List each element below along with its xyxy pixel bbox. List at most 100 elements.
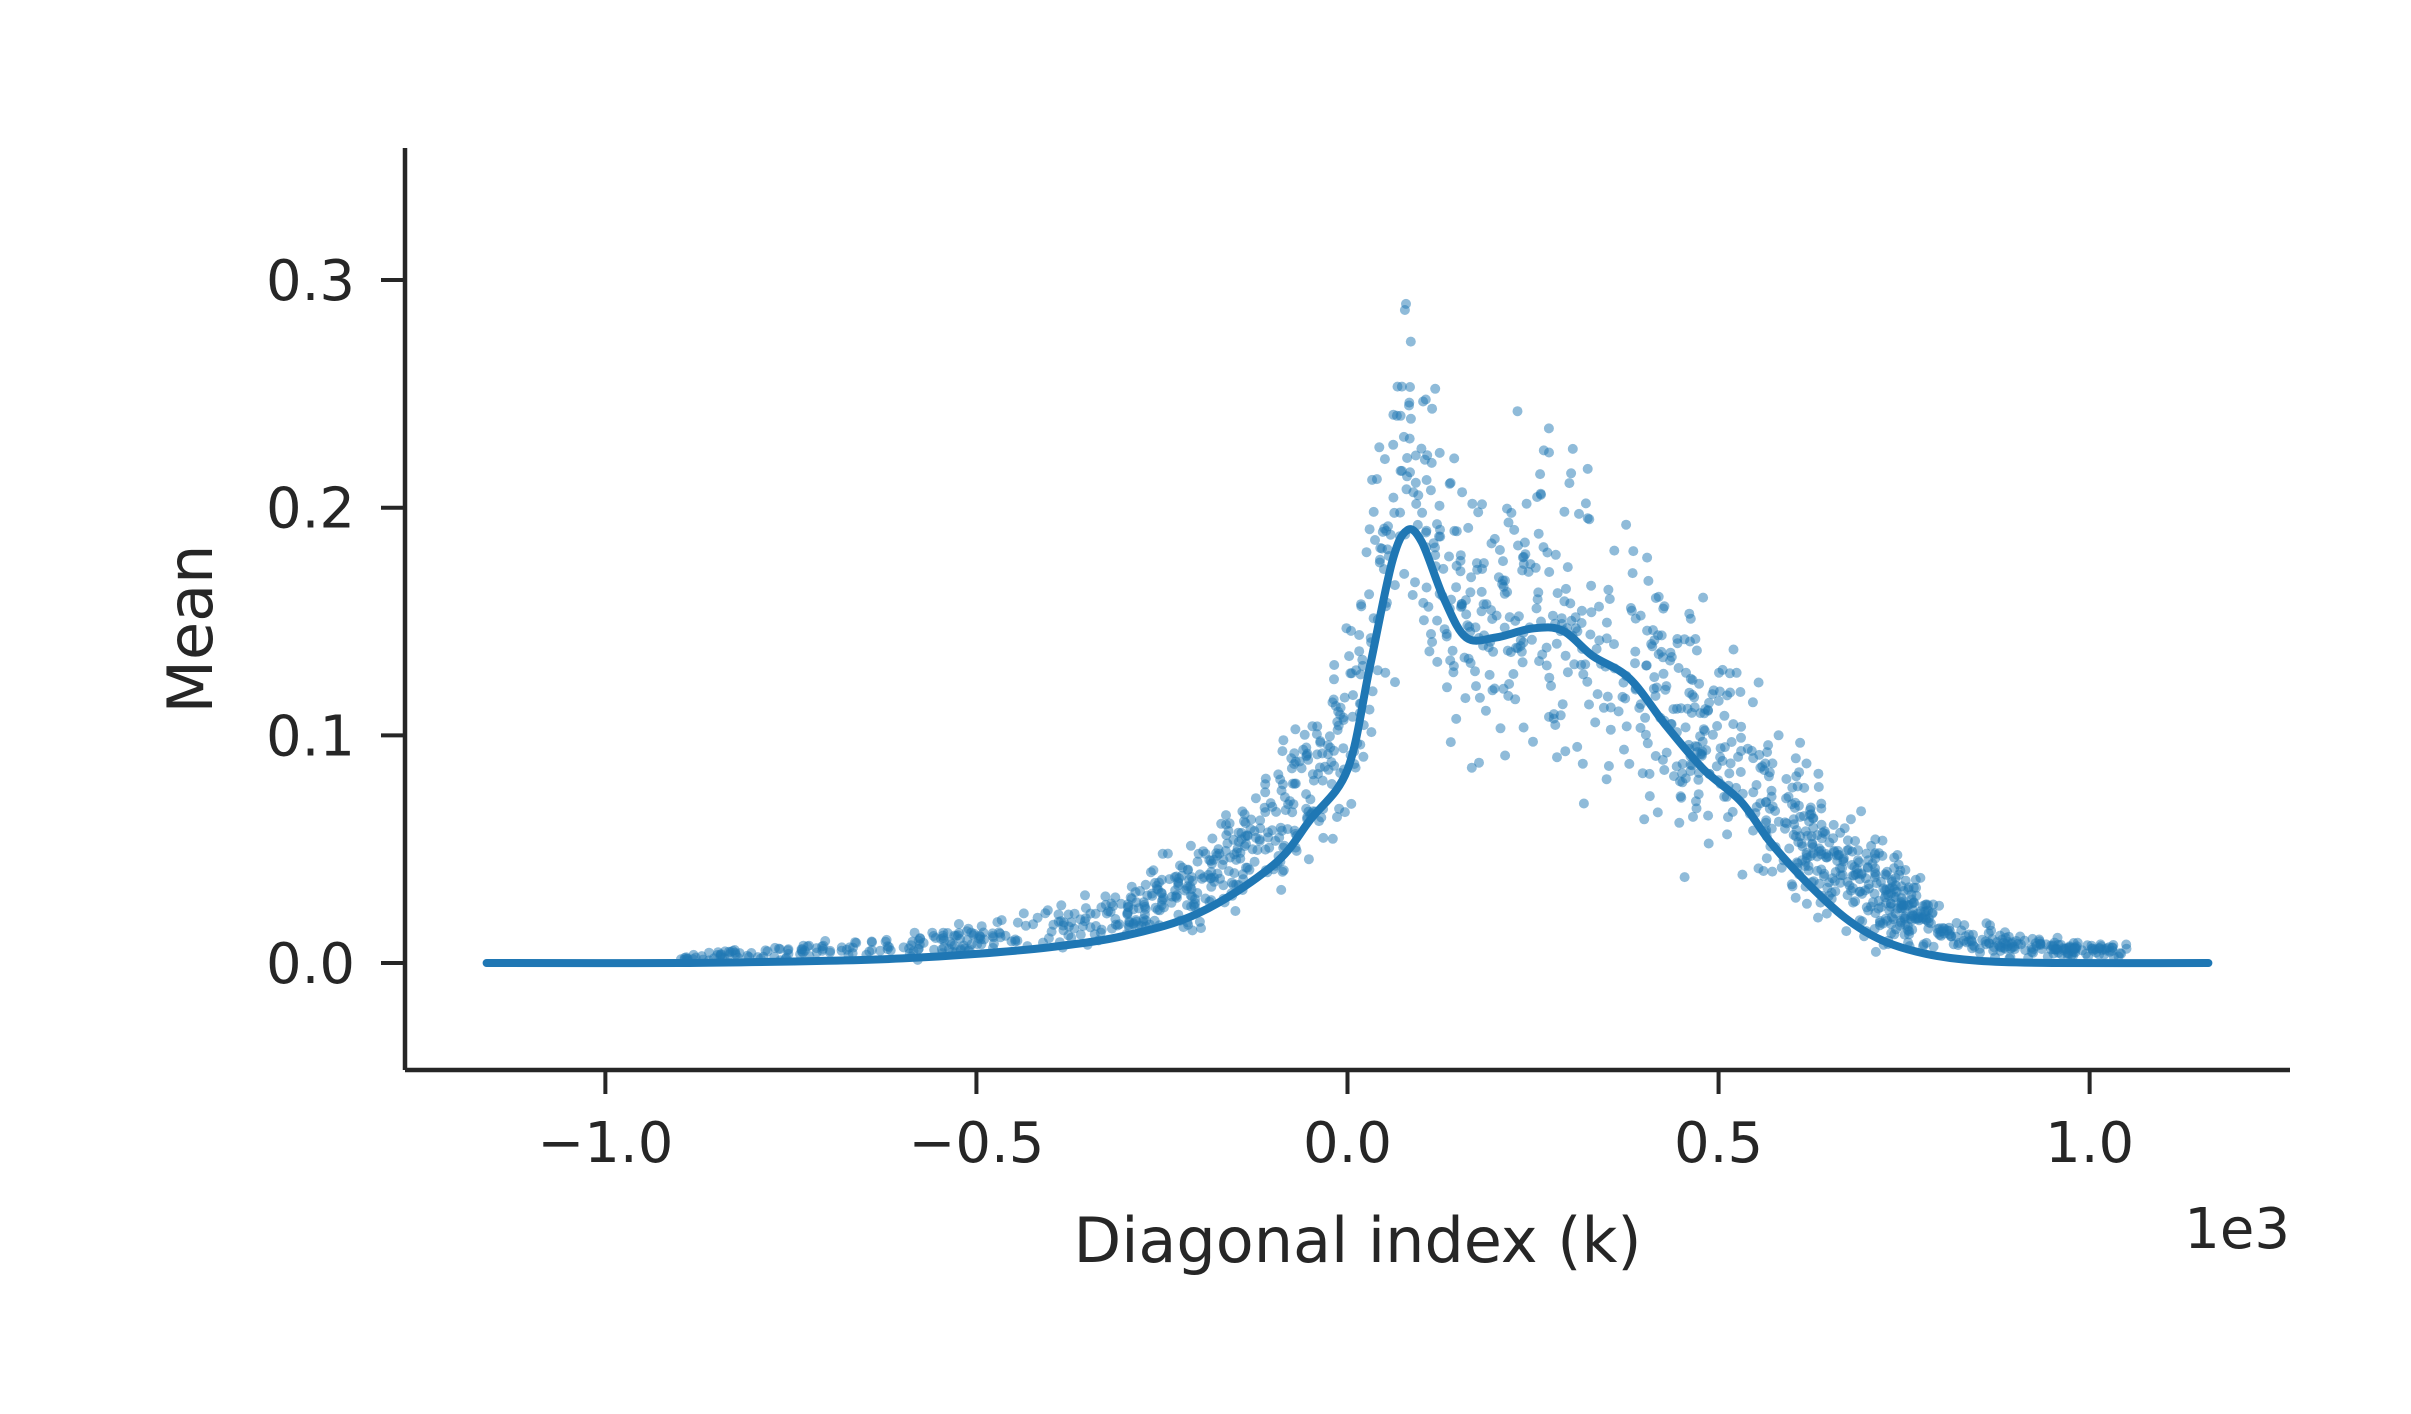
scatter-point — [1069, 908, 1080, 919]
scatter-point — [1659, 765, 1670, 775]
scatter-point — [1432, 615, 1443, 626]
scatter-point — [1874, 920, 1885, 931]
scatter-point — [1247, 844, 1258, 855]
scatter-point — [1867, 858, 1878, 869]
scatter-point — [1260, 779, 1271, 790]
scatter-point — [1538, 542, 1549, 553]
scatter-point — [1892, 850, 1903, 860]
scatter-point — [1641, 660, 1652, 671]
scatter-point — [1725, 687, 1736, 698]
scatter-point — [1439, 624, 1450, 635]
scatter-point — [1364, 589, 1375, 600]
trend-line-layer — [482, 525, 2213, 968]
scatter-point — [1270, 835, 1281, 846]
scatter-point — [1486, 538, 1497, 549]
scatter-point — [1790, 753, 1801, 764]
scatter-point — [1722, 829, 1733, 840]
scatter-point — [1358, 751, 1369, 762]
scatter-point — [1075, 929, 1086, 940]
scatter-point — [1552, 588, 1563, 599]
scatter-point — [1152, 904, 1163, 915]
scatter-point — [1332, 812, 1342, 822]
scatter-point — [1640, 729, 1651, 740]
scatter-point — [1981, 918, 1992, 929]
scatter-point — [1693, 789, 1704, 800]
scatter-point — [1672, 638, 1683, 649]
x-tick-label: 0.0 — [1303, 1111, 1392, 1176]
scatter-point — [1223, 826, 1234, 836]
scatter-point — [1273, 769, 1284, 780]
scatter-point — [1480, 705, 1491, 716]
scatter-point — [1550, 549, 1561, 560]
scatter-point — [1854, 857, 1864, 868]
scatter-point — [836, 945, 847, 956]
scatter-point — [1498, 581, 1509, 592]
scatter-point — [1477, 499, 1487, 510]
scatter-point — [2015, 931, 2026, 942]
scatter-point — [1828, 819, 1839, 830]
scatter-point — [1434, 447, 1445, 458]
scatter-point — [1327, 833, 1338, 844]
scatter-point — [2116, 948, 2127, 959]
scatter-point — [1467, 498, 1478, 509]
scatter-point — [1498, 556, 1508, 567]
scatter-point — [1471, 681, 1481, 692]
scatter-point — [1205, 855, 1216, 866]
scatter-point — [1395, 507, 1406, 518]
scatter-point — [1277, 746, 1288, 757]
scatter-point — [1366, 727, 1377, 738]
y-axis-ticks: 0.0 0.1 0.2 0.3 — [266, 249, 405, 997]
scatter-point — [1576, 605, 1587, 616]
scatter-point — [1643, 575, 1654, 586]
scatter-point — [1725, 758, 1736, 769]
scatter-point — [1135, 886, 1145, 896]
scatter-point — [1528, 736, 1538, 747]
scatter-point — [1717, 664, 1728, 675]
scatter-point — [1058, 925, 1069, 936]
scatter-point — [1416, 443, 1427, 454]
scatter-point — [1821, 852, 1832, 863]
scatter-point — [1430, 542, 1440, 553]
scatter-point — [1813, 846, 1824, 857]
scatter-point — [1521, 498, 1532, 509]
scatter-point — [1289, 748, 1300, 759]
scatter-point — [1438, 563, 1449, 574]
scatter-point — [1018, 908, 1029, 919]
scatter-point — [1012, 935, 1023, 946]
scatter-point — [1364, 524, 1375, 535]
scatter-point — [1474, 692, 1485, 703]
scatter-point — [1679, 872, 1690, 883]
scatter-point — [1747, 697, 1758, 708]
scatter-point — [1951, 918, 1962, 928]
scatter-point — [1661, 681, 1672, 692]
scatter-point — [1196, 873, 1207, 884]
scatter-point — [1813, 782, 1824, 792]
scatter-point — [1673, 663, 1684, 673]
scatter-point — [2061, 943, 2071, 954]
scatter-point — [1279, 792, 1290, 803]
scatter-point — [1578, 669, 1589, 680]
scatter-point — [1250, 832, 1261, 843]
scatter-point — [1012, 917, 1023, 928]
scatter-point — [939, 935, 949, 946]
scatter-point — [1586, 607, 1597, 618]
scatter-point — [1559, 506, 1570, 517]
scatter-point — [1405, 382, 1415, 392]
scatter-point — [1388, 439, 1399, 450]
scatter-point — [1856, 868, 1867, 879]
scatter-point — [961, 926, 972, 937]
scatter-point — [1182, 881, 1193, 892]
scatter-point — [1603, 584, 1614, 595]
scatter-point — [1395, 410, 1406, 421]
scatter-point — [953, 919, 964, 929]
scatter-point — [1308, 775, 1319, 786]
scatter-point — [1842, 890, 1853, 901]
scatter-point — [1322, 740, 1333, 751]
scatter-point — [1758, 866, 1769, 876]
scatter-point — [1822, 882, 1833, 893]
scatter-point — [1263, 832, 1273, 843]
scatter-point — [1483, 642, 1494, 653]
scatter-point — [1701, 745, 1712, 756]
scatter-point — [1886, 912, 1897, 922]
